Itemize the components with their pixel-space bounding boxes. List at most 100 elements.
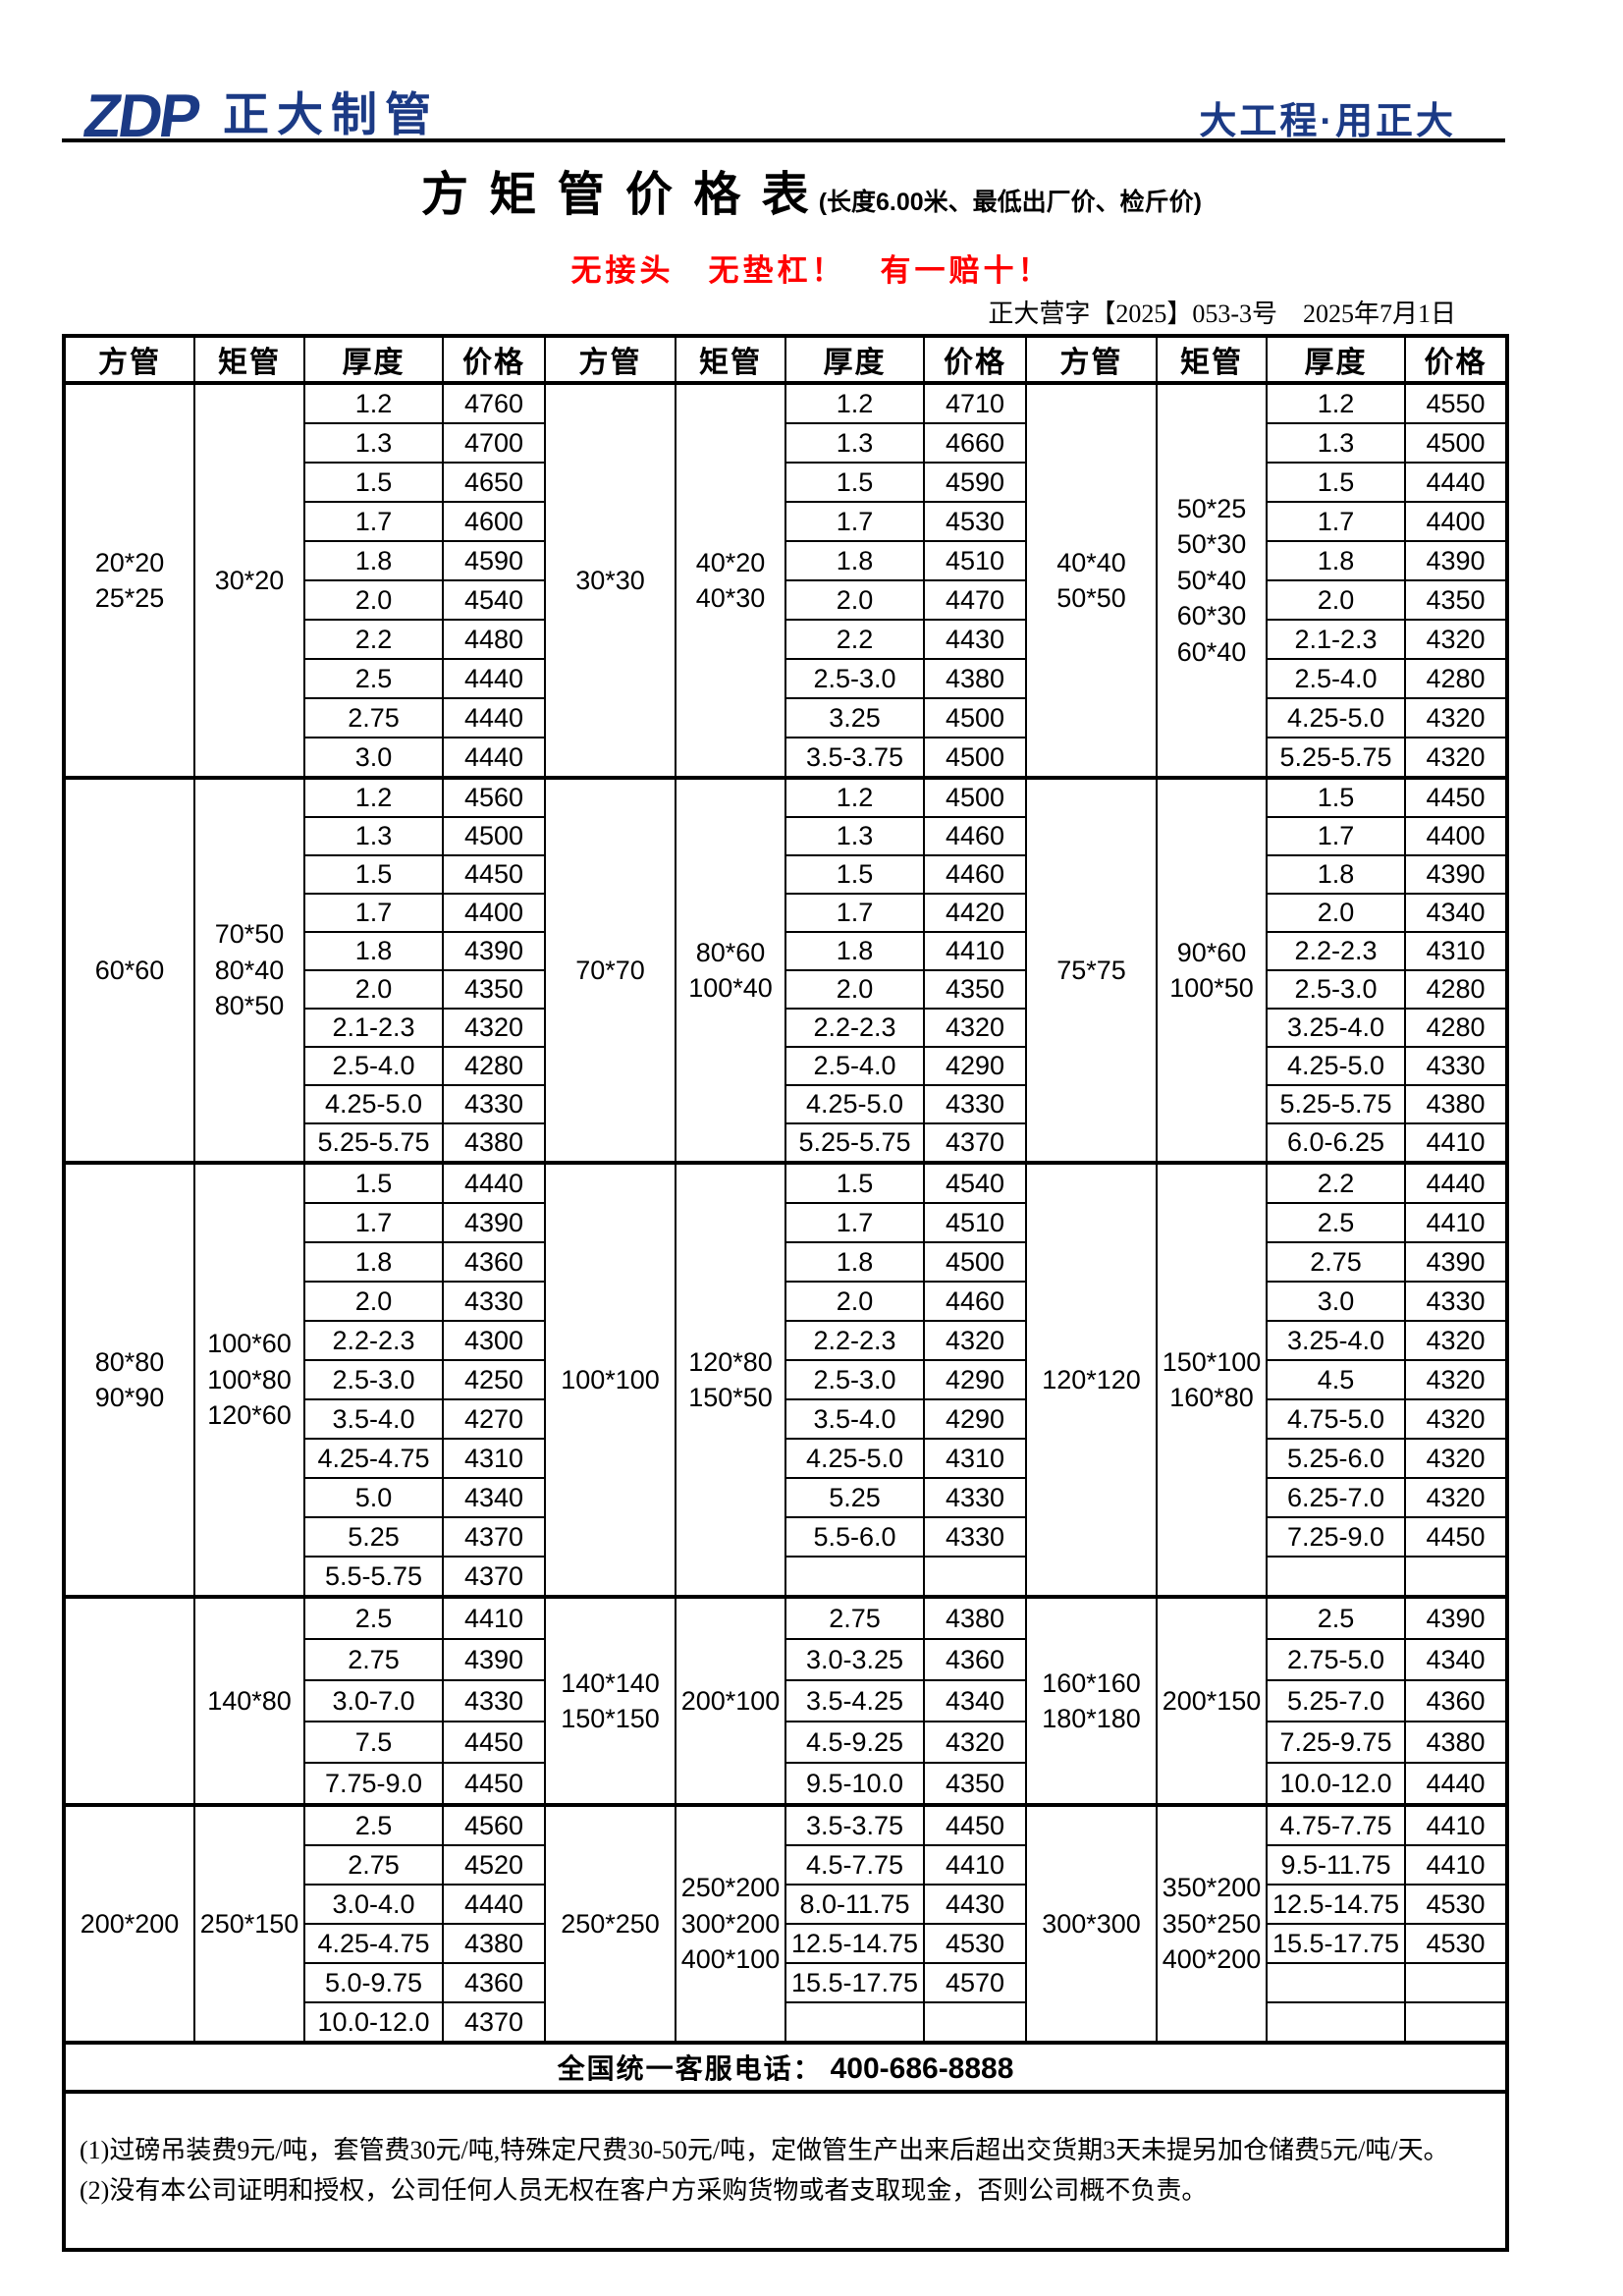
table-row: 1.3 4700 1.3 4660 1.3 4500 xyxy=(64,422,1508,464)
price-cell xyxy=(1404,1556,1508,1598)
thickness-cell: 2.5 xyxy=(303,658,444,699)
thickness-cell: 2.0 xyxy=(1266,893,1406,933)
thickness-cell: 3.5-4.0 xyxy=(784,1398,925,1440)
price-cell: 4280 xyxy=(442,1046,546,1086)
size-line: 150*50 xyxy=(688,1383,773,1412)
price-cell: 4370 xyxy=(442,1516,546,1558)
col-header-fang: 方管 xyxy=(63,335,195,384)
note-1: (1)过磅吊装费9元/吨，套管费30元/吨,特殊定尺费30-50元/吨，定做管生… xyxy=(80,2136,1449,2165)
price-cell: 4530 xyxy=(923,1923,1027,1964)
thickness-cell: 1.8 xyxy=(1266,540,1406,581)
thickness-cell: 5.25 xyxy=(784,1477,925,1518)
table-row: 2.0 4540 2.0 4470 2.0 4350 xyxy=(64,579,1508,621)
price-cell: 4320 xyxy=(1404,1359,1508,1400)
size-line: 90*60 xyxy=(1176,937,1247,967)
pipe-rect-cell: 250*150 xyxy=(193,1803,305,2044)
thickness-cell: 2.5-3.0 xyxy=(1266,969,1406,1010)
thickness-cell: 4.25-4.75 xyxy=(303,1923,444,1964)
table-row: 5.5-5.75 4370 xyxy=(64,1556,1508,1598)
size-line: 120*60 xyxy=(207,1400,292,1431)
thickness-cell: 1.8 xyxy=(303,540,444,581)
size-line: 200*150 xyxy=(1162,1685,1262,1716)
price-table: 方管 矩管 厚度 价格 方管 矩管 厚度 价格 方管 矩管 厚度 价格 20*20 25*25 30*20… xyxy=(62,334,1509,2252)
price-cell: 4280 xyxy=(1404,969,1508,1010)
thickness-cell: 5.0 xyxy=(303,1477,444,1518)
table-row: 2.75 4440 3.25 4500 4.25-5.0 4320 xyxy=(64,697,1508,738)
table-row: 7.75-9.0 4450 9.5-10.0 4350 10.0-12.0 4440 xyxy=(64,1762,1508,1806)
size-line: 250*150 xyxy=(199,1908,299,1939)
pipe-rect-cell: 350*200 350*250 400*200 xyxy=(1156,1803,1268,2044)
price-cell: 4320 xyxy=(1404,1320,1508,1361)
thickness-cell: 5.25-5.75 xyxy=(303,1122,444,1164)
table-row: 1.7 4600 1.7 4530 1.7 4400 xyxy=(64,501,1508,542)
thickness-cell: 2.5-3.0 xyxy=(784,658,925,699)
thickness-cell: 2.75-5.0 xyxy=(1266,1638,1406,1681)
pipe-rect-cell: 250*200 300*200 400*100 xyxy=(675,1803,786,2044)
service-phone-number: 400-686-8888 xyxy=(830,2052,1014,2085)
thickness-cell: 2.0 xyxy=(784,579,925,621)
col-header-price: 价格 xyxy=(1404,335,1508,384)
price-cell: 4350 xyxy=(923,969,1027,1010)
pipe-square-cell: 120*120 xyxy=(1025,1161,1158,1598)
price-cell: 4350 xyxy=(442,969,546,1010)
size-line: 150*100 xyxy=(1162,1346,1262,1377)
size-line: 200*200 xyxy=(80,1908,180,1939)
price-cell xyxy=(1404,1962,1508,2003)
price-cell: 4420 xyxy=(923,893,1027,933)
price-cell: 4450 xyxy=(442,1762,546,1806)
table-row: 1.5 4450 1.5 4460 1.8 4390 xyxy=(64,854,1508,895)
pipe-square-cell: 20*20 25*25 xyxy=(63,381,195,779)
thickness-cell: 1.2 xyxy=(784,381,925,424)
thickness-cell: 1.7 xyxy=(303,893,444,933)
table-row: 5.25 4370 5.5-6.0 4330 7.25-9.0 4450 xyxy=(64,1516,1508,1558)
thickness-cell: 1.7 xyxy=(1266,816,1406,856)
size-line: 30*30 xyxy=(575,565,645,595)
table-row: 4.25-4.75 4380 12.5-14.75 4530 15.5-17.75 453… xyxy=(64,1923,1508,1964)
thickness-cell: 2.1-2.3 xyxy=(303,1008,444,1048)
thickness-cell: 2.5 xyxy=(1266,1595,1406,1640)
price-cell: 4330 xyxy=(923,1516,1027,1558)
page-title: 方 矩 管 价 格 表 xyxy=(421,169,813,221)
pipe-rect-cell: 120*80 150*50 xyxy=(675,1161,786,1598)
table-row: 2.0 4350 2.0 4350 2.5-3.0 4280 xyxy=(64,969,1508,1010)
thickness-cell: 1.8 xyxy=(303,931,444,971)
pipe-rect-cell: 50*25 50*30 50*40 60*30 60*40 xyxy=(1156,381,1268,779)
size-line: 100*60 xyxy=(207,1329,292,1359)
thickness-cell: 7.5 xyxy=(303,1721,444,1764)
price-cell: 4390 xyxy=(442,931,546,971)
thickness-cell: 4.25-5.0 xyxy=(784,1438,925,1479)
pipe-rect-cell: 200*100 xyxy=(675,1595,786,1806)
price-cell: 4500 xyxy=(923,1241,1027,1283)
pipe-square-cell: 200*200 xyxy=(63,1803,195,2044)
pipe-rect-cell: 150*100 160*80 xyxy=(1156,1161,1268,1598)
price-cell: 4600 xyxy=(442,501,546,542)
thickness-cell: 4.75-7.75 xyxy=(1266,1803,1406,1846)
price-cell: 4450 xyxy=(442,854,546,895)
pipe-square-cell: 250*250 xyxy=(544,1803,676,2044)
price-cell: 4330 xyxy=(923,1084,1027,1124)
table-body: 20*20 25*25 30*20 1.2 4760 30*30 40*20 40*30 1.2… xyxy=(63,381,1508,2044)
thickness-cell: 4.5-9.25 xyxy=(784,1721,925,1764)
table-row: 5.0-9.75 4360 15.5-17.75 4570 xyxy=(64,1962,1508,2003)
price-cell: 4360 xyxy=(442,1962,546,2003)
price-cell: 4440 xyxy=(442,1884,546,1925)
thickness-cell: 3.25-4.0 xyxy=(1266,1008,1406,1048)
pipe-rect-cell: 200*150 xyxy=(1156,1595,1268,1806)
table-row: 3.0-4.0 4440 8.0-11.75 4430 12.5-14.75 4530 xyxy=(64,1884,1508,1925)
size-line: 50*50 xyxy=(1056,583,1126,613)
thickness-cell: 7.25-9.0 xyxy=(1266,1516,1406,1558)
price-cell: 4510 xyxy=(923,540,1027,581)
price-cell: 4330 xyxy=(442,1084,546,1124)
table-row: 7.5 4450 4.5-9.25 4320 7.25-9.75 4380 xyxy=(64,1721,1508,1764)
thickness-cell: 2.75 xyxy=(303,697,444,738)
price-cell: 4560 xyxy=(442,776,546,818)
price-cell: 4320 xyxy=(1404,1398,1508,1440)
title-note: (长度6.00米、最低出厂价、检斤价) xyxy=(818,189,1202,216)
size-line: 40*40 xyxy=(1056,547,1126,577)
table-row: 1.7 4400 1.7 4420 2.0 4340 xyxy=(64,893,1508,933)
col-header-ju: 矩管 xyxy=(193,335,305,384)
thickness-cell xyxy=(784,2001,925,2044)
size-line: 75*75 xyxy=(1056,955,1126,985)
col-header-fang: 方管 xyxy=(544,335,676,384)
table-row: 1.8 4360 1.8 4500 2.75 4390 xyxy=(64,1241,1508,1283)
